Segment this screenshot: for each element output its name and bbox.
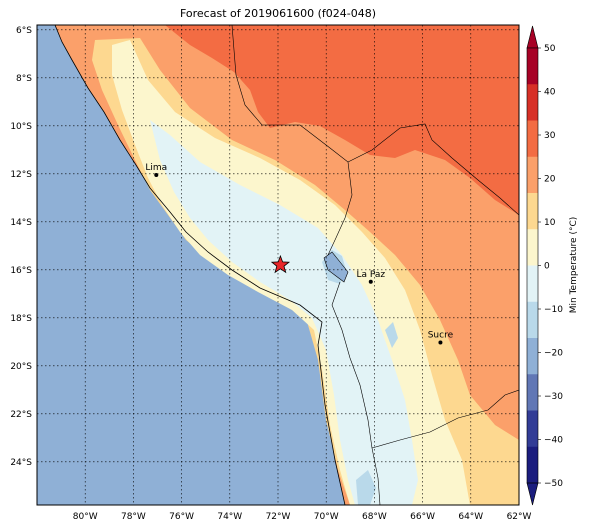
city-label: La Paz xyxy=(356,270,385,280)
lat-tick-label: 14°S xyxy=(10,218,32,228)
coastline xyxy=(54,25,346,505)
lon-tick-label: 62°W xyxy=(507,512,532,522)
colorbar-tick-label: 10 xyxy=(544,218,556,228)
lake-titicaca xyxy=(323,251,349,283)
very-cold-patch xyxy=(385,322,398,348)
lon-tick-label: 64°W xyxy=(458,512,483,522)
lon-tick-label: 80°W xyxy=(73,512,98,522)
colorbar-segment xyxy=(527,374,538,411)
colorbar-segment xyxy=(527,193,538,230)
warm-zone xyxy=(165,25,519,215)
map-frame xyxy=(36,24,520,506)
lat-tick-label: 24°S xyxy=(10,458,32,468)
colorbar-label: Min Temperature (°C) xyxy=(569,217,579,314)
colorbar-tick-label: 50 xyxy=(544,44,556,54)
colorbar-tick-label: 0 xyxy=(544,262,550,272)
colorbar-segment xyxy=(527,410,538,448)
colorbar-segment xyxy=(527,229,538,266)
colorbar-segment xyxy=(527,120,538,158)
lat-tick-label: 6°S xyxy=(16,26,32,36)
lon-tick-label: 68°W xyxy=(362,512,387,522)
lon-tick-label: 74°W xyxy=(217,512,242,522)
colorbar-segment xyxy=(527,301,538,339)
colorbar-segment xyxy=(527,265,538,303)
lon-tick-label: 78°W xyxy=(121,512,146,522)
map-plot-area: Lima La Paz Sucre xyxy=(37,25,519,505)
star-marker-icon xyxy=(270,254,291,274)
lat-tick-label: 20°S xyxy=(10,362,32,372)
lat-tick-label: 10°S xyxy=(10,122,32,132)
lat-tick-label: 12°S xyxy=(10,170,32,180)
city-dot xyxy=(154,173,159,177)
lon-tick-label: 70°W xyxy=(314,512,339,522)
colorbar-tick-label: 30 xyxy=(544,131,556,141)
graticule xyxy=(37,25,519,505)
colorbar-segment xyxy=(527,338,538,375)
lon-tick-label: 76°W xyxy=(169,512,194,522)
cold-zone xyxy=(150,120,418,505)
colorbar-tick-label: 20 xyxy=(544,175,556,185)
colorbar-extend-max xyxy=(526,25,539,49)
colorbar-tick-label: −20 xyxy=(544,349,563,359)
lat-tick-label: 18°S xyxy=(10,314,32,324)
city-label: Sucre xyxy=(428,331,454,341)
lat-tick-label: 16°S xyxy=(10,266,32,276)
map-title: Forecast of 2019061600 (f024-048) xyxy=(179,7,377,20)
country-border xyxy=(331,281,381,505)
very-cold-patch xyxy=(356,470,376,505)
lon-tick-label: 66°W xyxy=(410,512,435,522)
city-label: Lima xyxy=(145,163,167,173)
colorbar-segment xyxy=(527,84,538,121)
colorbar-tick-label: 40 xyxy=(544,88,556,98)
country-border xyxy=(371,389,519,449)
colorbar-segment xyxy=(527,156,538,194)
colorbar-segment xyxy=(527,48,538,85)
country-border xyxy=(347,123,519,216)
colorbar-tick-label: −50 xyxy=(544,479,563,489)
colorbar: 50 40 30 20 10 0 −10 −20 −30 −40 −50 xyxy=(526,25,563,506)
lon-tick-label: 72°W xyxy=(266,512,291,522)
city-dot xyxy=(438,340,443,345)
colorbar-segment xyxy=(527,446,538,484)
country-border xyxy=(231,25,353,256)
lat-tick-label: 22°S xyxy=(10,410,32,420)
colorbar-extend-min xyxy=(526,482,539,506)
lat-tick-label: 8°S xyxy=(16,74,32,84)
colorbar-tick-label: −30 xyxy=(544,392,563,402)
colorbar-tick-label: −10 xyxy=(544,305,563,315)
colorbar-tick-label: −40 xyxy=(544,436,563,446)
city-dot xyxy=(368,279,373,284)
